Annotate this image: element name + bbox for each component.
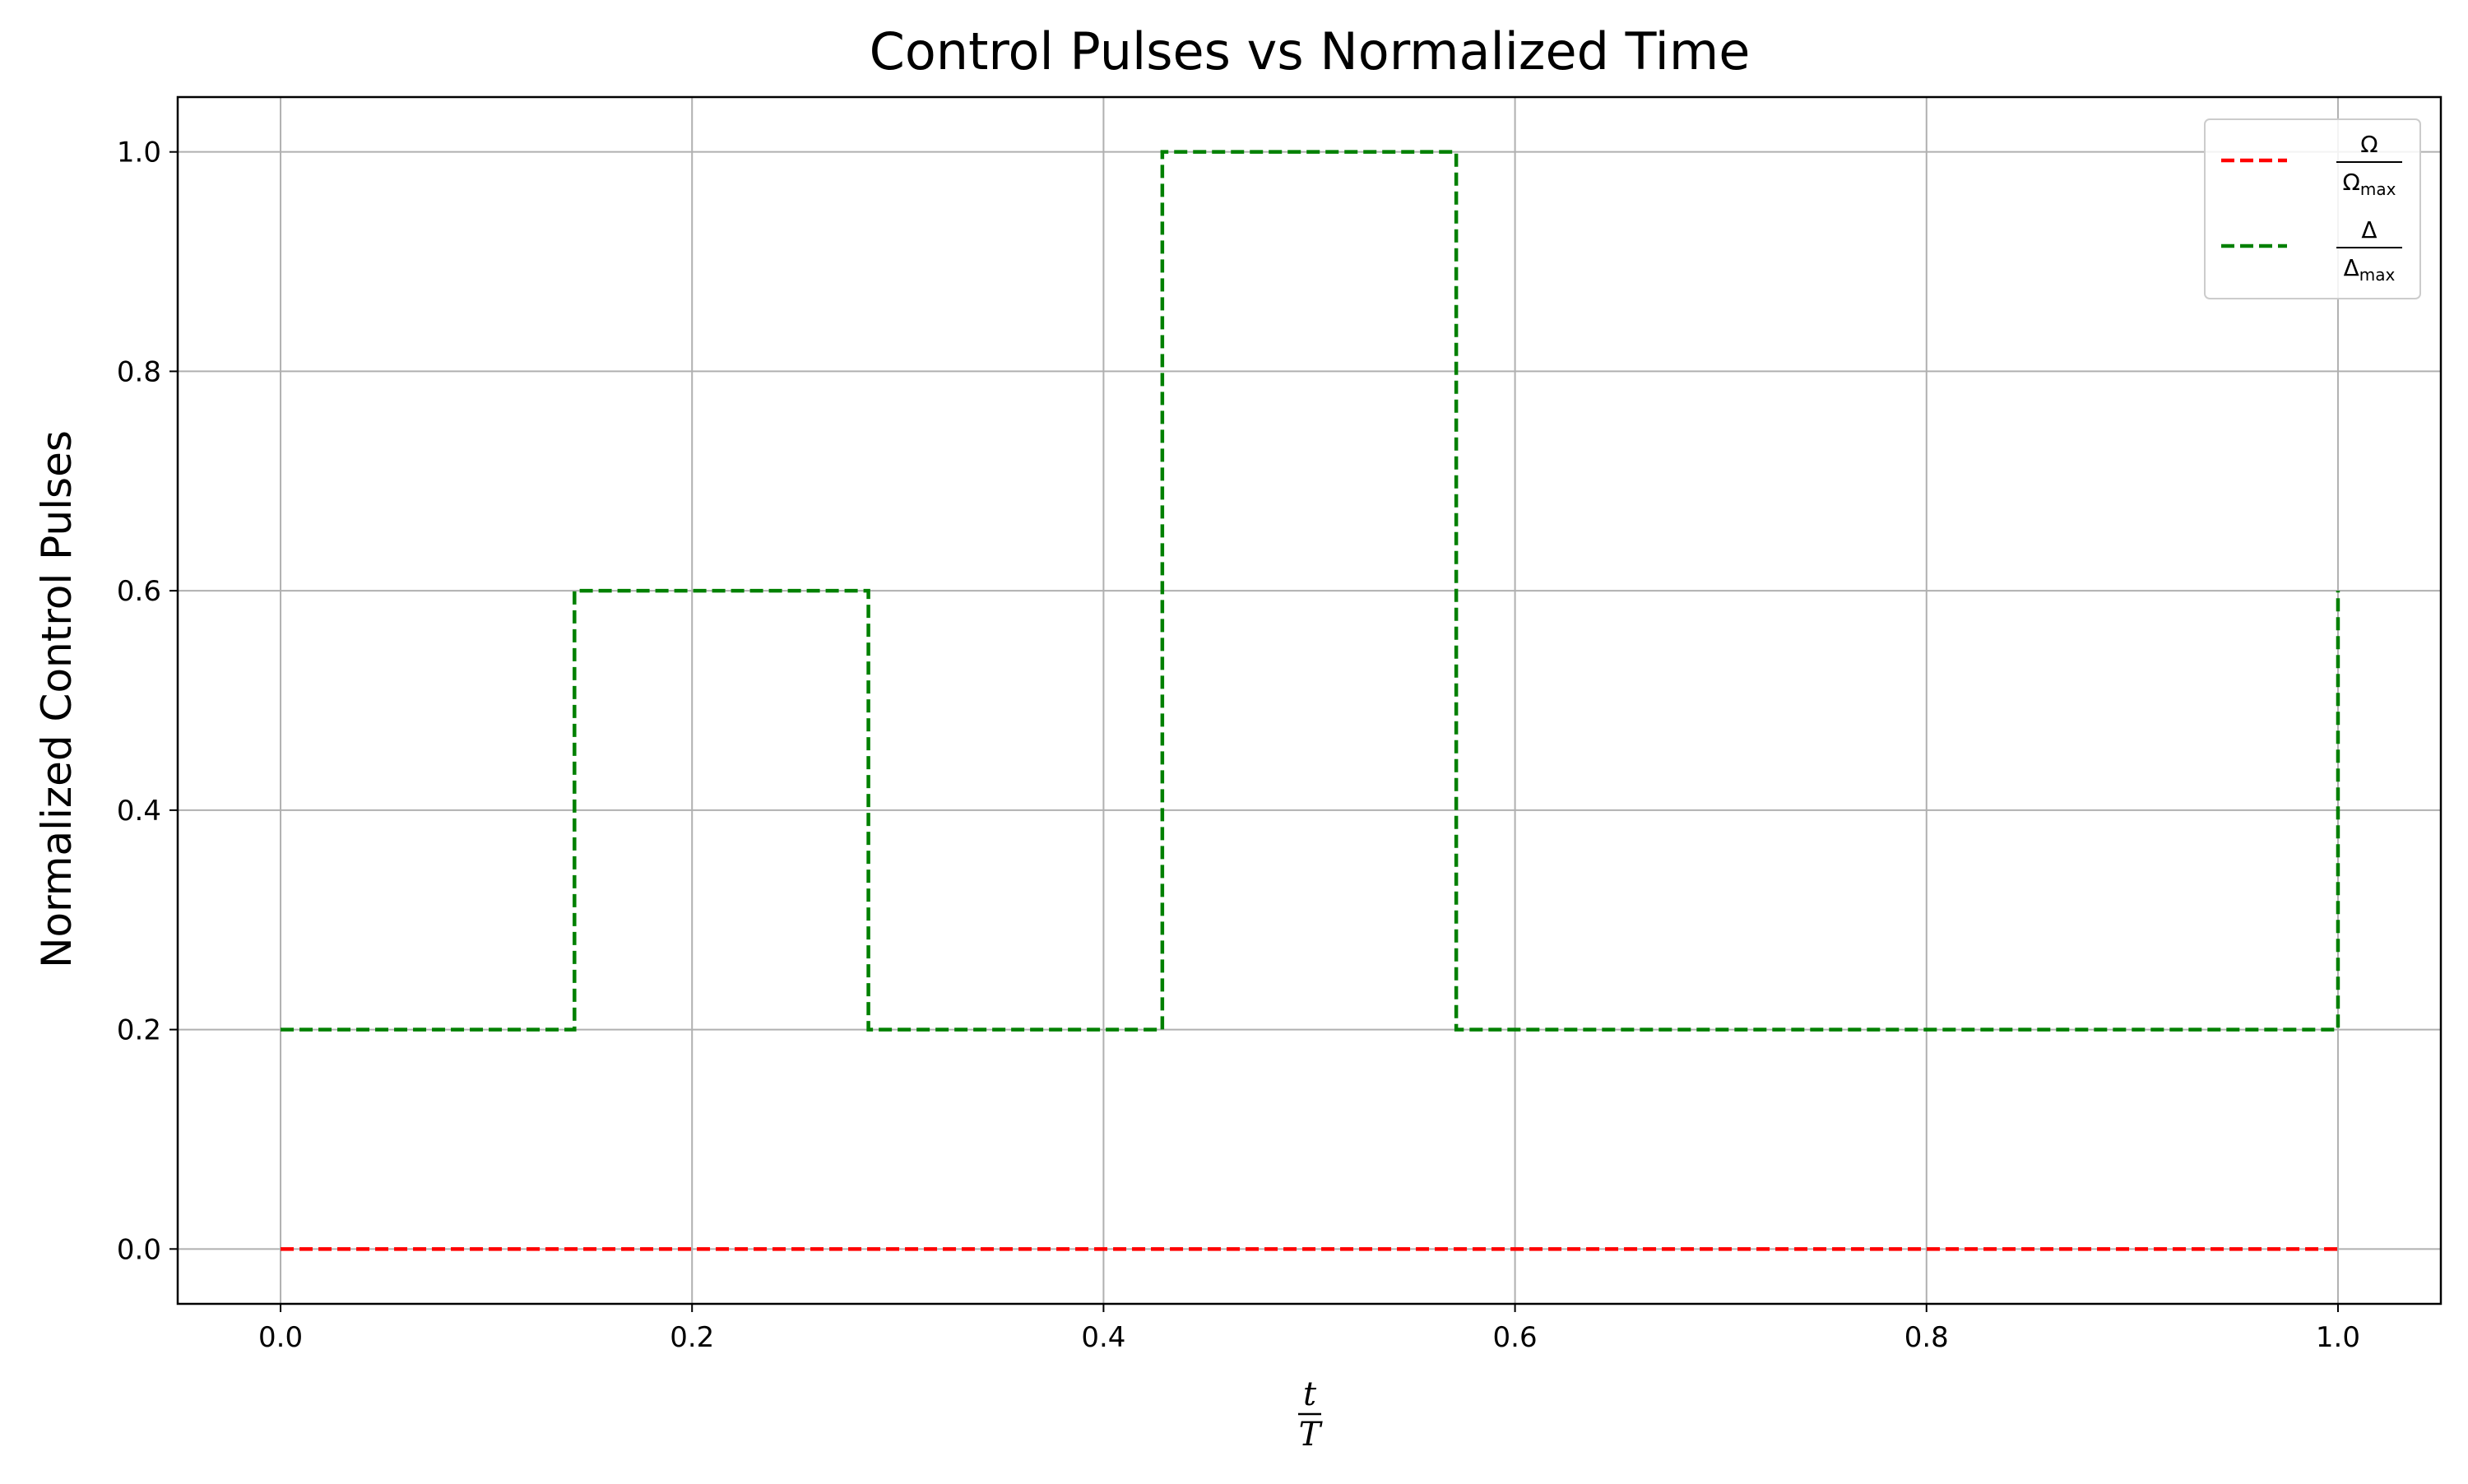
y-tick-label-0: 0.0 bbox=[117, 1233, 161, 1266]
legend-entry-1-numerator: Δ bbox=[2361, 216, 2377, 243]
legend-box bbox=[2204, 118, 2421, 299]
legend-entry-0-numerator: Ω bbox=[2360, 131, 2378, 158]
chart-title: Control Pulses vs Normalized Time bbox=[870, 21, 1751, 81]
x-tick-label-2: 0.4 bbox=[1081, 1321, 1125, 1354]
x-tick-label-4: 0.8 bbox=[1904, 1321, 1949, 1354]
x-tick-label-0: 0.0 bbox=[258, 1321, 303, 1354]
y-tick-label-3: 0.6 bbox=[117, 575, 161, 608]
y-tick-label-2: 0.4 bbox=[117, 795, 161, 828]
x-axis-label: t T bbox=[1298, 1375, 1324, 1454]
y-axis-label: Normalized Control Pulses bbox=[33, 430, 81, 968]
y-tick-label-4: 0.8 bbox=[117, 355, 161, 388]
series-layer bbox=[281, 150, 2340, 1251]
x-axis-label-denominator: T bbox=[1299, 1416, 1324, 1454]
x-tick-label-1: 0.2 bbox=[670, 1321, 714, 1354]
y-axis-ticks: 0.0 0.2 0.4 0.6 0.8 1.0 bbox=[117, 137, 178, 1266]
plot-frame bbox=[176, 95, 2442, 1305]
series-line-1 bbox=[281, 150, 2340, 1032]
y-tick-label-1: 0.2 bbox=[117, 1014, 161, 1047]
y-tick-label-5: 1.0 bbox=[117, 137, 161, 169]
x-tick-label-5: 1.0 bbox=[2316, 1321, 2360, 1354]
x-axis-label-numerator: t bbox=[1303, 1375, 1317, 1413]
x-axis-ticks: 0.0 0.2 0.4 0.6 0.8 1.0 bbox=[258, 1304, 2360, 1354]
x-tick-label-3: 0.6 bbox=[1493, 1321, 1538, 1354]
